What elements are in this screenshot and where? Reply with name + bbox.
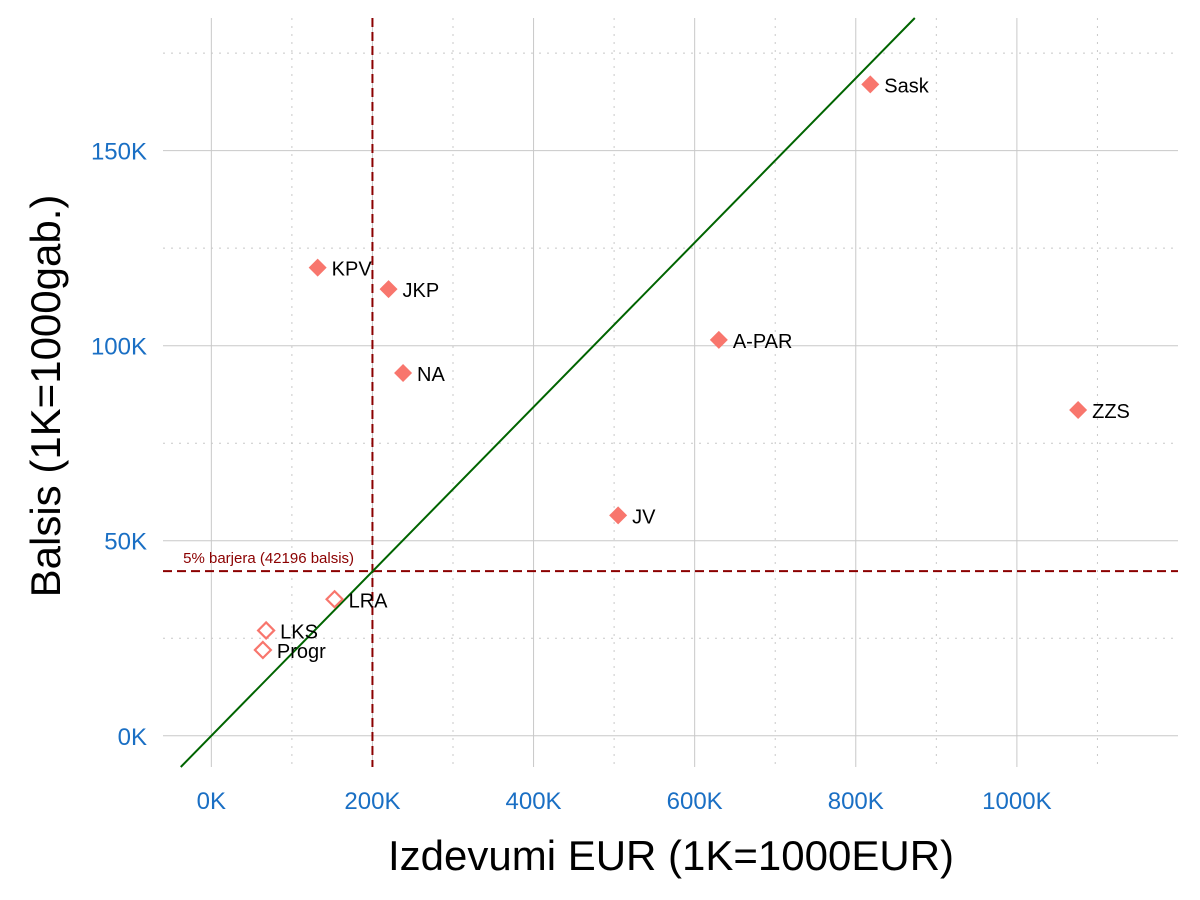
data-point-label: ZZS: [1092, 401, 1130, 423]
data-point-label: Sask: [884, 75, 929, 97]
data-point-label: JV: [632, 506, 656, 528]
data-point-marker: [861, 75, 880, 94]
data-point-marker: [308, 258, 327, 277]
data-point-marker: [325, 589, 345, 609]
minor-grid: [163, 18, 1178, 767]
data-point-marker: [253, 640, 273, 660]
x-axis-title: Izdevumi EUR (1K=1000EUR): [388, 832, 954, 879]
data-point-label: A-PAR: [733, 331, 793, 353]
x-tick-label: 400K: [506, 788, 562, 815]
data-point-label: KPV: [332, 259, 373, 281]
data-point-label: NA: [417, 364, 445, 386]
y-tick-label: 150K: [91, 139, 147, 166]
data-point-label: Progr: [277, 641, 326, 663]
x-tick-label: 200K: [344, 788, 400, 815]
y-tick-label: 0K: [118, 724, 147, 751]
data-point-label: LRA: [349, 590, 389, 612]
x-tick-label: 800K: [828, 788, 884, 815]
data-point-label: LKS: [280, 621, 318, 643]
reference-lines: 5% barjera (42196 balsis): [163, 17, 1178, 768]
y-axis-title: Balsis (1K=1000gab.): [22, 195, 69, 598]
data-point-marker: [256, 620, 276, 641]
data-point-marker: [609, 506, 628, 525]
x-tick-label: 600K: [667, 788, 723, 815]
x-tick-label: 0K: [197, 788, 226, 815]
y-tick-label: 100K: [91, 334, 147, 361]
x-axis-ticks: 0K 200K 400K 600K 800K 1000K: [197, 788, 1052, 815]
data-point-marker: [1069, 401, 1088, 420]
diagonal-line: [180, 17, 916, 768]
x-tick-label: 1000K: [982, 788, 1051, 815]
y-axis-ticks: 0K 50K 100K 150K: [91, 139, 147, 751]
y-tick-label: 50K: [104, 529, 147, 556]
data-point-marker: [394, 363, 413, 382]
data-point-marker: [709, 330, 728, 349]
data-point-label: JKP: [403, 280, 440, 302]
data-point-marker: [379, 280, 398, 299]
threshold-label: 5% barjera (42196 balsis): [183, 550, 354, 567]
